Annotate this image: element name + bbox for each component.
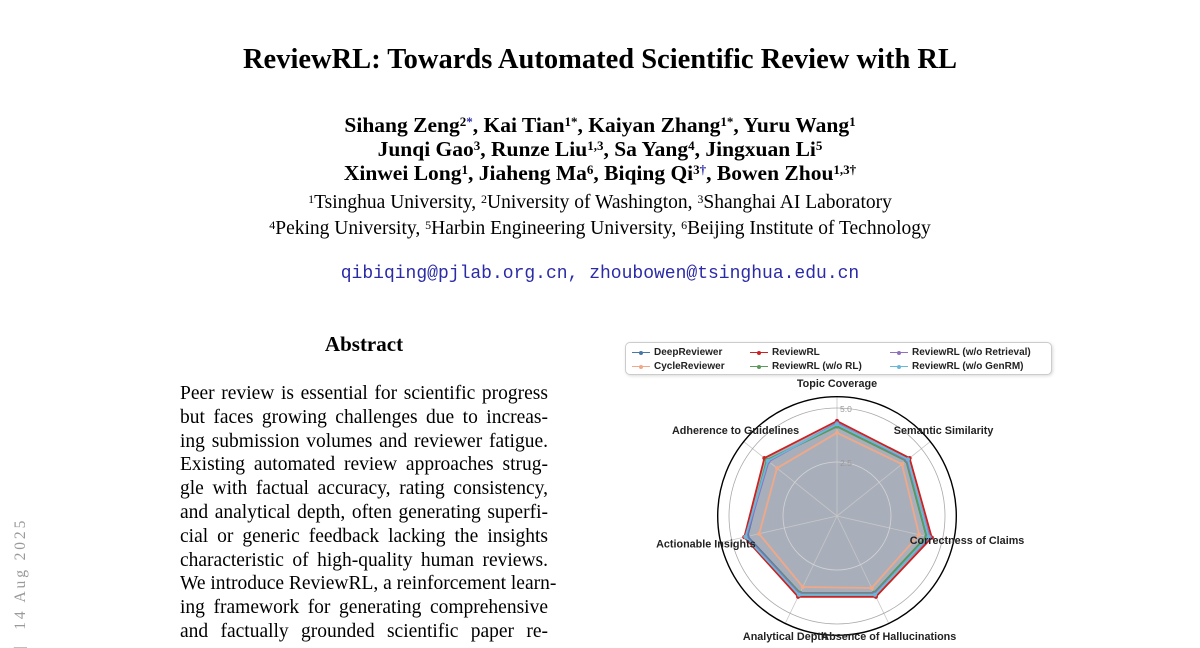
- svg-text:Topic Coverage: Topic Coverage: [797, 378, 877, 390]
- svg-text:Actionable Insights: Actionable Insights: [656, 539, 756, 551]
- svg-text:Analytical Depth: Analytical Depth: [743, 631, 828, 643]
- svg-text:Absence of Hallucinations: Absence of Hallucinations: [821, 631, 956, 643]
- svg-text:Correctness of Claims: Correctness of Claims: [910, 535, 1025, 547]
- svg-text:Adherence to Guidelines: Adherence to Guidelines: [672, 425, 799, 437]
- svg-text:Semantic Similarity: Semantic Similarity: [894, 425, 994, 437]
- svg-text:5.0: 5.0: [840, 404, 852, 414]
- svg-text:2.5: 2.5: [840, 458, 852, 468]
